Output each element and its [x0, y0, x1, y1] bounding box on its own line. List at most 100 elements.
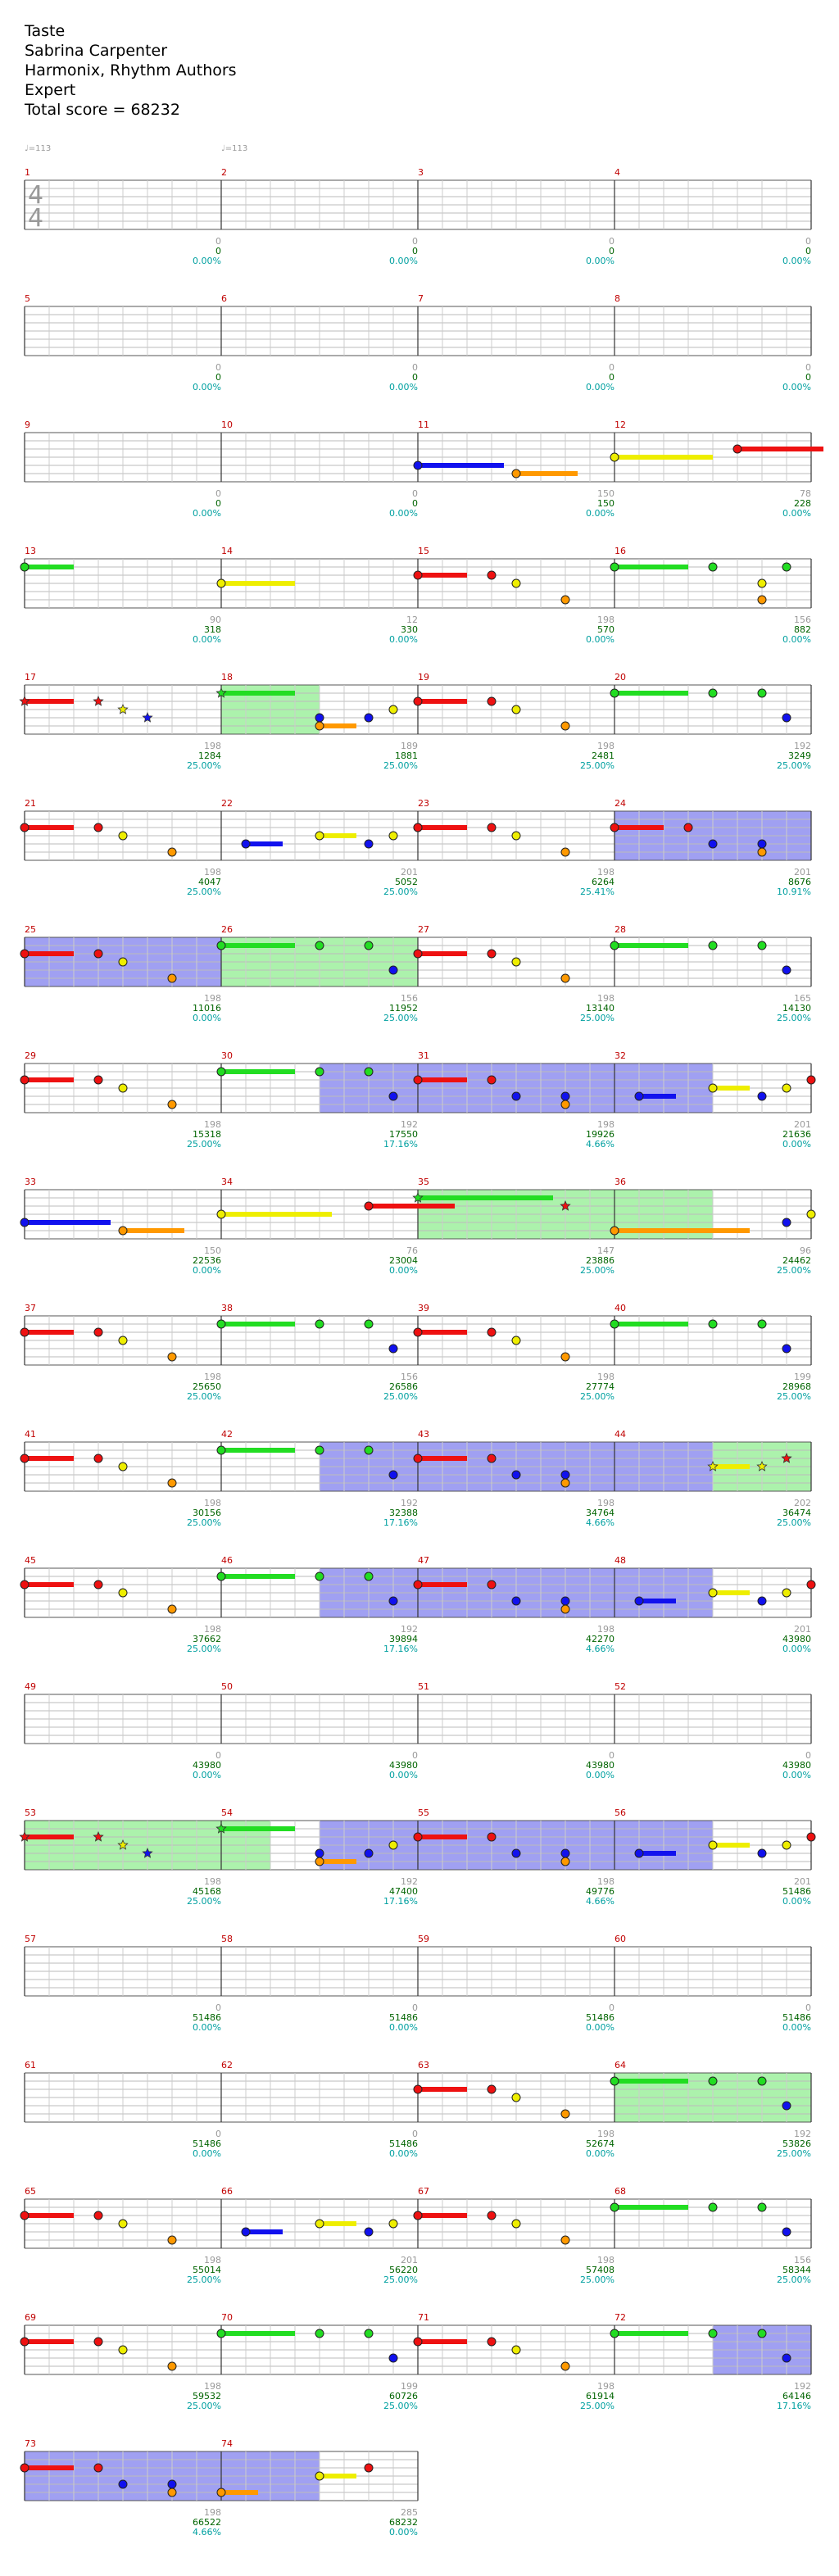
measure-percent: 25.00% [187, 2401, 221, 2411]
measure-gem-score: 0 [215, 236, 221, 247]
sustain-tail [713, 1590, 750, 1595]
star-note [19, 1830, 30, 1842]
note-gem [511, 831, 521, 841]
note-gem [216, 1319, 226, 1329]
star-note [19, 695, 30, 706]
note-gem [487, 570, 497, 580]
note-gem [634, 1091, 644, 1101]
measure-number: 56 [615, 1807, 626, 1818]
note-gem [487, 823, 497, 832]
star-note [93, 695, 104, 706]
measure-cumulative-score: 0 [412, 246, 418, 256]
note-gem [610, 562, 619, 572]
measure-percent: 25.00% [580, 2274, 615, 2285]
sustain-tail [25, 951, 74, 956]
note-gem [364, 1319, 374, 1329]
measure-gem-score: 198 [204, 2381, 221, 2392]
measure-gem-score: 198 [597, 1876, 615, 1887]
measure-percent: 0.00% [193, 256, 221, 266]
measure-cumulative-score: 51486 [782, 2012, 811, 2023]
measure-gem-score: 192 [401, 1876, 418, 1887]
measure-cumulative-score: 51486 [193, 2138, 221, 2149]
measure-gem-score: 198 [204, 2507, 221, 2518]
measure-cumulative-score: 26586 [389, 1381, 418, 1392]
measure-gem-score: 0 [412, 2129, 418, 2139]
measure-number: 43 [418, 1429, 429, 1440]
note-gem [413, 696, 423, 706]
note-gem [118, 2345, 128, 2355]
measure-number: 51 [418, 1681, 429, 1692]
note-gem [216, 941, 226, 950]
note-gem [20, 562, 29, 572]
measure-cumulative-score: 22536 [193, 1255, 221, 1266]
note-gem [560, 721, 570, 731]
measure-cumulative-score: 43980 [389, 1760, 418, 1771]
note-gem [413, 1454, 423, 1463]
measure-gem-score: 78 [800, 488, 811, 499]
note-gem [708, 2329, 718, 2338]
sustain-tail [615, 2079, 688, 2084]
measure-percent: 0.00% [586, 508, 615, 519]
note-gem [487, 696, 497, 706]
note-gem [610, 2202, 619, 2212]
measure-cumulative-score: 150 [597, 498, 615, 509]
measure-cumulative-score: 52674 [586, 2138, 615, 2149]
measure-percent: 0.00% [586, 2022, 615, 2033]
sustain-tail [25, 825, 74, 830]
note-gem [782, 2101, 791, 2111]
measure-percent: 25.00% [187, 1391, 221, 1402]
measure-number: 14 [221, 546, 233, 556]
measure-percent: 25.00% [777, 760, 811, 771]
measure-percent: 0.00% [389, 256, 418, 266]
note-gem [364, 713, 374, 723]
measure-gem-score: 199 [794, 1372, 811, 1382]
measure-number: 45 [25, 1555, 36, 1566]
measure-gem-score: 198 [597, 1119, 615, 1130]
note-gem [560, 1100, 570, 1109]
note-gem [413, 823, 423, 832]
measure-gem-score: 198 [597, 2255, 615, 2265]
note-gem [511, 578, 521, 588]
note-gem [118, 1336, 128, 1345]
measure-number: 5 [25, 293, 30, 304]
note-gem [364, 1848, 374, 1858]
measure-gem-score: 0 [805, 2002, 811, 2013]
measure-number: 28 [615, 924, 626, 935]
measure-percent: 17.16% [383, 1644, 418, 1654]
measure-cumulative-score: 0 [215, 498, 221, 509]
sustain-tail [221, 943, 295, 948]
note-gem [782, 2227, 791, 2237]
note-gem [241, 839, 251, 849]
note-gem [560, 1352, 570, 1362]
measure-percent: 0.00% [782, 1644, 811, 1654]
measure-gem-score: 96 [800, 1245, 811, 1256]
measure-gem-score: 198 [597, 1372, 615, 1382]
measure-gem-score: 0 [412, 488, 418, 499]
sustain-tail [25, 565, 74, 569]
measure-percent: 17.16% [383, 1896, 418, 1907]
note-gem [364, 2463, 374, 2473]
note-gem [610, 452, 619, 462]
note-gem [757, 595, 767, 605]
measure-cumulative-score: 51486 [193, 2012, 221, 2023]
measure-gem-score: 201 [794, 1876, 811, 1887]
measure-cumulative-score: 23004 [389, 1255, 418, 1266]
measure-cumulative-score: 27774 [586, 1381, 615, 1392]
note-gem [487, 2084, 497, 2094]
note-gem [511, 1091, 521, 1101]
measure-gem-score: 202 [794, 1498, 811, 1508]
measure-cumulative-score: 13140 [586, 1003, 615, 1014]
measure-percent: 25.00% [383, 1391, 418, 1402]
note-gem [511, 1848, 521, 1858]
sustain-tail [320, 2474, 356, 2478]
note-gem [118, 831, 128, 841]
measure-number: 58 [221, 1934, 233, 1944]
note-gem [560, 1470, 570, 1480]
measure-gem-score: 156 [401, 993, 418, 1004]
measure-number: 62 [221, 2060, 233, 2070]
measure-gem-score: 192 [401, 1498, 418, 1508]
measure-percent: 17.16% [777, 2401, 811, 2411]
measure-gem-score: 0 [609, 236, 615, 247]
measure-number: 1 [25, 167, 30, 178]
note-gem [364, 941, 374, 950]
